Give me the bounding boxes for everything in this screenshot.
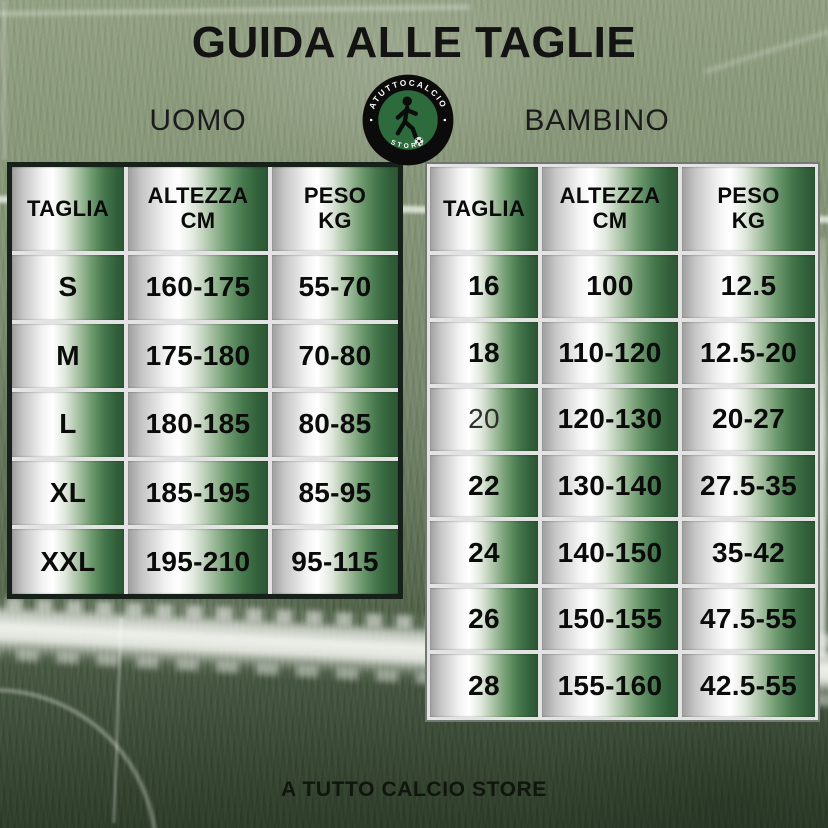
uomo-row-taglia: S: [12, 255, 124, 320]
bambino-row-taglia: 26: [430, 587, 538, 651]
badge-ring-text-bottom: STORE: [390, 139, 427, 150]
bambino-row-altezza: 155-160: [542, 654, 678, 717]
pitch-arc: [0, 688, 158, 828]
uomo-row-peso: 95-115: [272, 529, 398, 594]
bambino-row-peso: 47.5-55: [682, 587, 815, 651]
uomo-row-altezza: 195-210: [128, 529, 268, 594]
pitch-line-top: [0, 4, 471, 17]
bambino-row-taglia: 18: [430, 321, 538, 385]
badge-center: [378, 90, 438, 150]
uomo-row-altezza: 185-195: [128, 460, 268, 526]
uomo-row-taglia: XXL: [12, 529, 124, 594]
uomo-row-peso: 70-80: [272, 323, 398, 389]
uomo-row-taglia: XL: [12, 460, 124, 526]
bambino-row-altezza: 150-155: [542, 587, 678, 651]
uomo-header-altezza: ALTEZZA CM: [128, 167, 268, 251]
bambino-row-taglia: 20: [430, 388, 538, 451]
bambino-row-altezza: 140-150: [542, 521, 678, 584]
bambino-row-taglia: 28: [430, 654, 538, 717]
uomo-row-peso: 85-95: [272, 460, 398, 526]
store-logo: ATUTTOCALCIO STORE: [361, 73, 455, 167]
store-name-footer: A TUTTO CALCIO STORE: [281, 778, 547, 801]
badge-dot-right: [443, 118, 447, 122]
bambino-row-altezza: 100: [542, 255, 678, 318]
bambino-row-taglia: 22: [430, 454, 538, 518]
uomo-header-peso: PESO KG: [272, 167, 398, 251]
bambino-row-peso: 20-27: [682, 388, 815, 451]
soccer-player-icon: [395, 96, 418, 140]
uomo-header-taglia: TAGLIA: [12, 167, 124, 251]
bambino-row-peso: 27.5-35: [682, 454, 815, 518]
bambino-header-peso: PESO KG: [682, 167, 815, 251]
uomo-section-label: UOMO: [149, 104, 247, 137]
uomo-size-table: TAGLIA ALTEZZA CM PESO KG S 160-175 55-7…: [7, 162, 403, 599]
bambino-row-peso: 12.5-20: [682, 321, 815, 385]
page-title: GUIDA ALLE TAGLIE: [191, 18, 637, 67]
bambino-row-altezza: 110-120: [542, 321, 678, 385]
uomo-row-altezza: 160-175: [128, 255, 268, 320]
bambino-row-altezza: 130-140: [542, 454, 678, 518]
uomo-row-taglia: L: [12, 392, 124, 457]
bambino-row-altezza: 120-130: [542, 388, 678, 451]
uomo-row-altezza: 180-185: [128, 392, 268, 457]
badge-dot-left: [369, 118, 373, 122]
uomo-row-peso: 80-85: [272, 392, 398, 457]
store-badge-icon: ATUTTOCALCIO STORE: [362, 74, 454, 166]
bambino-row-peso: 35-42: [682, 521, 815, 584]
bambino-row-taglia: 24: [430, 521, 538, 584]
uomo-row-altezza: 175-180: [128, 323, 268, 389]
bambino-section-label: BAMBINO: [524, 104, 670, 137]
bambino-row-peso: 42.5-55: [682, 654, 815, 717]
bambino-header-altezza: ALTEZZA CM: [542, 167, 678, 251]
bambino-size-table: TAGLIA ALTEZZA CM PESO KG 16 100 12.5 18…: [425, 162, 820, 722]
soccer-ball-icon: [414, 136, 424, 146]
uomo-row-taglia: M: [12, 323, 124, 389]
uomo-row-peso: 55-70: [272, 255, 398, 320]
bambino-header-taglia: TAGLIA: [430, 167, 538, 251]
bambino-row-peso: 12.5: [682, 255, 815, 318]
bambino-row-taglia: 16: [430, 255, 538, 318]
